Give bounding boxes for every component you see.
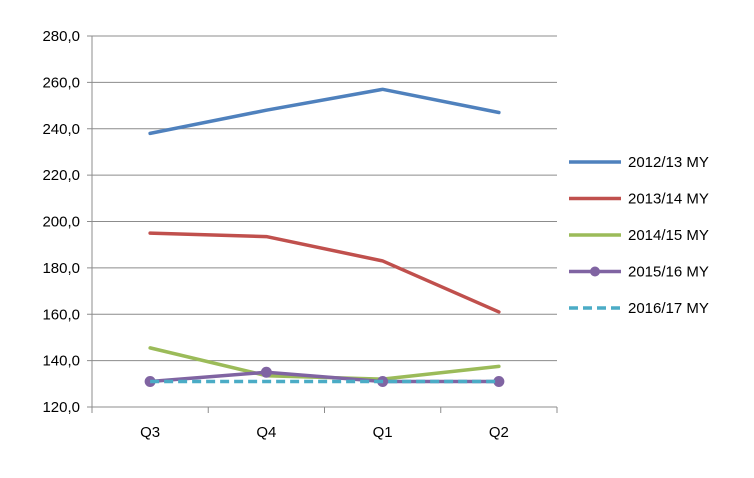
axes: 120,0 140,0 160,0 180,0 200,0 220,0 240,0 260,0… (42, 28, 558, 441)
y-tick-label: 200,0 (42, 214, 80, 231)
x-tick-label: Q1 (373, 424, 393, 441)
legend-label: 2013/14 MY (628, 191, 709, 208)
series-group (144, 87, 505, 387)
legend: 2012/13 MY 2013/14 MY 2014/15 MY 2015/16 MY… (569, 154, 709, 317)
y-tick-label: 140,0 (42, 353, 80, 370)
legend-label: 2016/17 MY (628, 300, 709, 317)
y-tick-label: 160,0 (42, 306, 80, 323)
y-tick-label: 280,0 (42, 28, 80, 45)
data-point (260, 366, 272, 378)
series-line (148, 231, 501, 314)
data-point (493, 375, 505, 387)
series-line (148, 370, 501, 384)
y-tick-label: 240,0 (42, 121, 80, 138)
series-line (148, 346, 501, 381)
y-tick-label: 180,0 (42, 260, 80, 277)
legend-label: 2015/16 MY (628, 264, 709, 281)
legend-label: 2014/15 MY (628, 227, 709, 244)
x-tick-label: Q4 (256, 424, 276, 441)
series-line (148, 87, 501, 136)
gridlines (92, 35, 557, 362)
x-tick-label: Q2 (489, 424, 509, 441)
y-tick-label: 120,0 (42, 399, 80, 416)
x-tick-label: Q3 (140, 424, 160, 441)
y-tick-label: 220,0 (42, 167, 80, 184)
y-tick-label: 260,0 (42, 74, 80, 91)
legend-label: 2012/13 MY (628, 154, 709, 171)
legend-marker (590, 266, 600, 277)
